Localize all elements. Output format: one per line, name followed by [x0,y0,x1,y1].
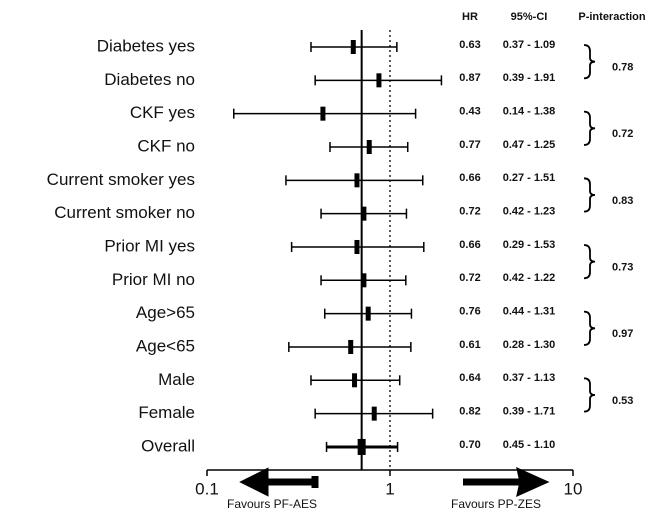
left-arrow [239,467,319,497]
estimate-marker [350,40,356,54]
p-interaction-label: 0.78 [612,62,633,74]
p-interaction-label: 0.97 [612,328,633,340]
category-label: Overall [141,436,195,455]
x-tick-label: 1 [385,479,394,498]
hr-header: HR [462,11,478,23]
ci-label: 0.29 - 1.53 [503,239,556,251]
category-label: Prior MI yes [104,236,195,255]
category-label: Current smoker no [54,203,195,222]
bracket [583,110,596,146]
ci-label: 0.45 - 1.10 [503,439,556,451]
ci-label: 0.42 - 1.23 [503,206,556,218]
hr-label: 0.70 [459,439,480,451]
estimate-marker [376,73,382,88]
ci-label: 0.39 - 1.91 [503,72,556,84]
left-annotation: Favours PF-AES [227,497,317,511]
estimate-marker [357,438,366,455]
hr-label: 0.77 [459,139,480,151]
estimate-marker [348,339,354,354]
p-interaction-label: 0.73 [612,262,633,274]
ci-label: 0.14 - 1.38 [503,106,556,118]
bracket [583,310,596,346]
estimate-marker [320,106,326,121]
hr-label: 0.76 [459,306,480,318]
category-label: CKF no [137,136,195,155]
estimate-marker [366,139,372,154]
estimate-marker [365,306,371,321]
estimate-marker [361,273,367,288]
hr-label: 0.87 [459,72,480,84]
ci-label: 0.42 - 1.22 [503,272,556,284]
hr-label: 0.72 [459,206,480,218]
right-arrow [463,466,550,498]
category-label: Age>65 [136,303,195,322]
category-label: Diabetes yes [97,36,195,55]
ci-label: 0.39 - 1.71 [503,406,556,418]
hr-label: 0.66 [459,239,480,251]
category-label: CKF yes [130,103,195,122]
estimate-marker [361,206,367,221]
ci-label: 0.37 - 1.13 [503,372,556,384]
x-tick-label: 0.1 [195,479,219,498]
p-interaction-label: 0.53 [612,395,633,407]
bracket [583,44,596,80]
estimate-marker [371,406,377,421]
ci-label: 0.44 - 1.31 [503,306,556,318]
hr-label: 0.61 [459,339,480,351]
bracket [583,377,596,413]
ci-label: 0.47 - 1.25 [503,139,556,151]
hr-label: 0.43 [459,106,480,118]
p-interaction-label: 0.83 [612,195,633,207]
hr-label: 0.72 [459,272,480,284]
x-tick-label: 10 [564,479,583,498]
ci-label: 0.37 - 1.09 [503,39,556,51]
p-header: P-interaction [578,11,646,23]
hr-label: 0.64 [459,372,481,384]
hr-label: 0.66 [459,172,480,184]
category-label: Diabetes no [104,70,195,89]
estimate-marker [354,173,360,188]
category-label: Current smoker yes [47,170,195,189]
estimate-marker [352,373,358,388]
bracket [583,177,596,213]
hr-label: 0.63 [459,39,480,51]
ci-label: 0.28 - 1.30 [503,339,556,351]
right-annotation: Favours PP-ZES [451,497,541,511]
category-label: Female [138,403,195,422]
ci-label: 0.27 - 1.51 [503,172,556,184]
p-interaction-label: 0.72 [612,128,633,140]
category-label: Male [158,370,195,389]
estimate-marker [354,239,360,254]
hr-label: 0.82 [459,406,480,418]
category-label: Age<65 [136,336,195,355]
bracket [583,244,596,280]
ci-header: 95%-CI [511,11,548,23]
category-label: Prior MI no [112,270,195,289]
